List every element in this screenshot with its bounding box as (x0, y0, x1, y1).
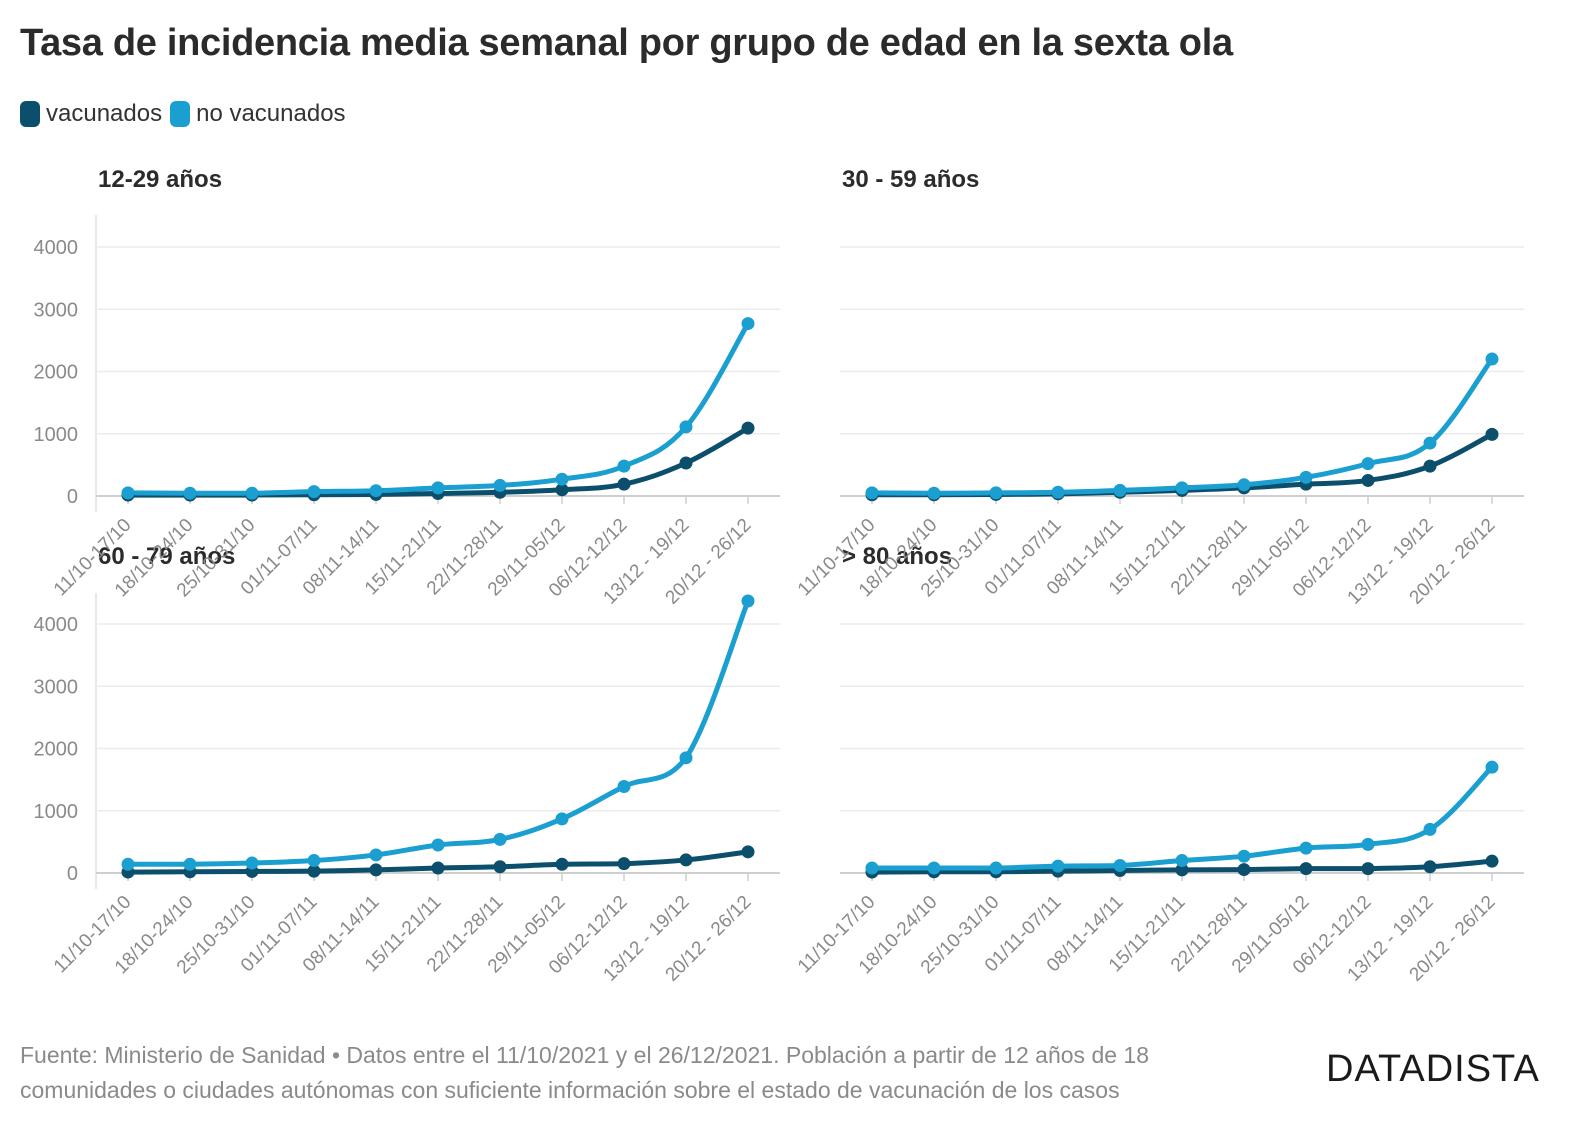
data-point-vacunados (369, 863, 383, 877)
chart-panel-0: 0100020003000400011/10-17/1018/10-24/102… (34, 215, 780, 609)
data-point-no-vacunados (617, 459, 631, 473)
y-tick-label: 4000 (34, 614, 79, 636)
data-point-no-vacunados (369, 484, 383, 498)
data-point-no-vacunados (1175, 481, 1189, 495)
data-point-no-vacunados (741, 317, 755, 331)
y-tick-label: 2000 (34, 362, 79, 384)
data-point-vacunados (1361, 473, 1375, 487)
data-point-vacunados (617, 477, 631, 491)
data-point-no-vacunados (989, 861, 1003, 875)
panel-title-60-79: 60 - 79 años (98, 543, 236, 570)
chart-panel-2: 0100020003000400011/10-17/1018/10-24/102… (34, 593, 780, 986)
data-point-no-vacunados (183, 857, 197, 871)
series-line-no-vacunados (869, 764, 1495, 871)
data-point-no-vacunados (1113, 859, 1127, 873)
panel-title-80-plus: > 80 años (842, 543, 953, 570)
data-point-no-vacunados (431, 481, 445, 495)
data-point-no-vacunados (121, 857, 135, 871)
data-point-no-vacunados (1113, 483, 1127, 497)
page-title: Tasa de incidencia media semanal por gru… (20, 22, 1233, 64)
legend-item-vacunados[interactable]: vacunados (20, 100, 162, 128)
data-point-no-vacunados (1485, 760, 1499, 774)
data-point-no-vacunados (1051, 859, 1065, 873)
series-line-no-vacunados (869, 356, 1495, 496)
data-point-vacunados (1237, 863, 1251, 877)
data-point-no-vacunados (679, 751, 693, 765)
data-point-vacunados (617, 857, 631, 871)
data-point-no-vacunados (431, 838, 445, 852)
panel-title-12-29: 12-29 años (98, 166, 223, 193)
data-point-no-vacunados (245, 486, 259, 500)
y-tick-label: 0 (67, 486, 78, 508)
data-point-no-vacunados (555, 472, 569, 486)
chart-panel-3: 11/10-17/1018/10-24/1025/10-31/1001/11-0… (794, 623, 1524, 986)
data-point-no-vacunados (927, 486, 941, 500)
data-point-vacunados (431, 861, 445, 875)
brand-logo: DATADISTA (1326, 1048, 1540, 1090)
data-point-no-vacunados (679, 420, 693, 434)
panel-title-30-59: 30 - 59 años (842, 166, 980, 193)
y-tick-label: 0 (67, 863, 78, 885)
data-point-no-vacunados (1237, 849, 1251, 863)
series-line-no-vacunados (125, 598, 751, 867)
y-tick-label: 3000 (34, 299, 79, 321)
data-point-vacunados (1423, 860, 1437, 874)
data-point-no-vacunados (245, 856, 259, 870)
y-tick-label: 2000 (34, 739, 79, 761)
legend: vacunados no vacunados (20, 100, 354, 128)
data-point-vacunados (1485, 427, 1499, 441)
data-point-no-vacunados (1485, 352, 1499, 366)
data-point-vacunados (679, 853, 693, 867)
data-point-vacunados (1175, 863, 1189, 877)
footer-source: Fuente: Ministerio de Sanidad • Datos en… (20, 1042, 1149, 1103)
data-point-no-vacunados (1423, 822, 1437, 836)
y-tick-label: 1000 (34, 424, 79, 446)
legend-swatch-no-vacunados (170, 101, 191, 127)
data-point-vacunados (741, 421, 755, 435)
data-point-vacunados (555, 483, 569, 497)
data-point-no-vacunados (1299, 841, 1313, 855)
data-point-no-vacunados (1237, 478, 1251, 492)
data-point-vacunados (555, 857, 569, 871)
data-point-no-vacunados (493, 832, 507, 846)
data-point-no-vacunados (865, 861, 879, 875)
legend-item-no-vacunados[interactable]: no vacunados (170, 100, 346, 128)
data-point-no-vacunados (307, 485, 321, 499)
chart-panel-1: 11/10-17/1018/10-24/1025/10-31/1001/11-0… (794, 246, 1524, 609)
data-point-vacunados (1299, 862, 1313, 876)
series-line-no-vacunados (125, 321, 751, 496)
y-tick-label: 4000 (34, 237, 79, 259)
data-point-vacunados (679, 456, 693, 470)
data-point-vacunados (493, 860, 507, 874)
data-point-no-vacunados (865, 486, 879, 500)
data-point-no-vacunados (493, 478, 507, 492)
data-point-no-vacunados (927, 861, 941, 875)
data-point-no-vacunados (183, 486, 197, 500)
data-point-vacunados (1485, 854, 1499, 868)
data-point-no-vacunados (121, 486, 135, 500)
data-point-no-vacunados (1175, 854, 1189, 868)
data-point-vacunados (307, 864, 321, 878)
data-point-no-vacunados (617, 779, 631, 793)
data-point-no-vacunados (307, 854, 321, 868)
y-tick-label: 1000 (34, 801, 79, 823)
data-point-vacunados (1423, 459, 1437, 473)
data-point-no-vacunados (1423, 436, 1437, 450)
data-point-no-vacunados (741, 594, 755, 608)
data-point-no-vacunados (369, 848, 383, 862)
legend-swatch-vacunados (20, 101, 40, 127)
data-point-no-vacunados (1361, 837, 1375, 851)
data-point-no-vacunados (989, 486, 1003, 500)
data-point-no-vacunados (1051, 485, 1065, 499)
data-point-no-vacunados (1299, 470, 1313, 484)
data-point-no-vacunados (1361, 457, 1375, 471)
legend-label-no-vacunados: no vacunados (196, 100, 346, 127)
legend-label-vacunados: vacunados (46, 100, 163, 127)
data-point-vacunados (741, 845, 755, 859)
data-point-vacunados (1361, 862, 1375, 876)
y-tick-label: 3000 (34, 676, 79, 698)
data-point-no-vacunados (555, 812, 569, 826)
